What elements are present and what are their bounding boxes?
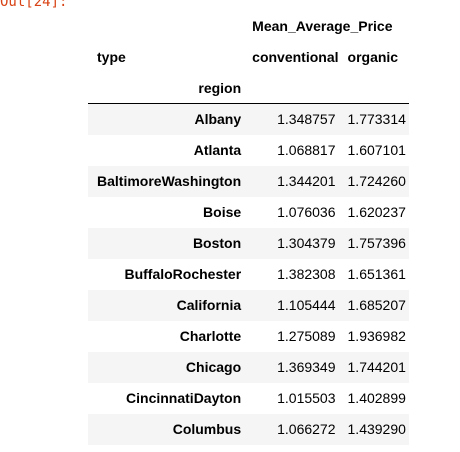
row-index-label: CincinnatiDayton [126, 390, 242, 406]
cell-conventional: 1.369349 [277, 359, 336, 375]
table-row: BaltimoreWashington 1.344201 1.724260 [88, 165, 409, 197]
table-row: Atlanta 1.068817 1.607101 [88, 135, 409, 166]
cell-conventional: 1.275089 [277, 328, 336, 344]
cell-organic: 1.744201 [347, 359, 406, 375]
table-body: Albany 1.348757 1.773314 Atlanta 1.068817 1.6… [88, 103, 409, 445]
top-header: Mean_Average_Price [252, 17, 393, 34]
header-row-columns: type conventional organic [88, 41, 409, 72]
table-row: Chicago 1.369349 1.744201 [88, 351, 409, 383]
cell-organic: 1.402899 [347, 390, 406, 406]
index-label: region [198, 79, 242, 96]
table-row: Columbus 1.066272 1.439290 [88, 413, 409, 445]
cell-organic: 1.773314 [347, 111, 406, 128]
column-header-organic: organic [347, 48, 399, 65]
row-index-label: Atlanta [193, 142, 242, 158]
cell-conventional: 1.076036 [277, 204, 336, 220]
cell-organic: 1.439290 [347, 421, 406, 437]
cell-organic: 1.724260 [347, 173, 406, 189]
row-index-label: Columbus [172, 421, 242, 437]
columns-label: type [97, 48, 126, 65]
cell-organic: 1.685207 [347, 297, 406, 313]
table-row: BuffaloRochester 1.382308 1.651361 [88, 259, 409, 290]
row-index-label: BaltimoreWashington [97, 173, 242, 189]
row-index-label: Chicago [185, 359, 242, 375]
table-row: Boise 1.076036 1.620237 [88, 197, 409, 228]
cell-conventional: 1.348757 [277, 111, 336, 128]
cell-conventional: 1.066272 [277, 421, 336, 437]
table-row: Albany 1.348757 1.773314 [88, 103, 409, 135]
cell-conventional: 1.068817 [277, 142, 336, 158]
cell-organic: 1.936982 [347, 328, 406, 344]
row-index-label: Boise [203, 204, 242, 220]
table-row: Charlotte 1.275089 1.936982 [88, 321, 409, 352]
cell-organic: 1.757396 [347, 235, 406, 251]
row-index-label: Charlotte [179, 328, 242, 344]
cell-conventional: 1.105444 [277, 297, 336, 313]
cell-organic: 1.620237 [347, 204, 406, 220]
row-index-label: BuffaloRochester [124, 266, 242, 282]
column-header-conventional: conventional [252, 48, 339, 65]
cell-conventional: 1.382308 [277, 266, 336, 282]
output-prompt: Out[24]: [0, 0, 68, 10]
row-index-label: Albany [194, 111, 242, 128]
table-row: California 1.105444 1.685207 [88, 289, 409, 321]
table-row: Boston 1.304379 1.757396 [88, 227, 409, 259]
cell-conventional: 1.015503 [277, 390, 336, 406]
row-index-label: Boston [192, 235, 242, 251]
table-row: CincinnatiDayton 1.015503 1.402899 [88, 383, 409, 414]
cell-organic: 1.607101 [347, 142, 406, 158]
cell-organic: 1.651361 [347, 266, 406, 282]
cell-conventional: 1.344201 [277, 173, 336, 189]
cell-conventional: 1.304379 [277, 235, 336, 251]
row-index-label: California [176, 297, 242, 313]
dataframe-table: Mean_Average_Price type conventional org… [88, 10, 409, 445]
header-row-index: region [88, 72, 409, 104]
header-row-top: Mean_Average_Price [88, 10, 409, 41]
